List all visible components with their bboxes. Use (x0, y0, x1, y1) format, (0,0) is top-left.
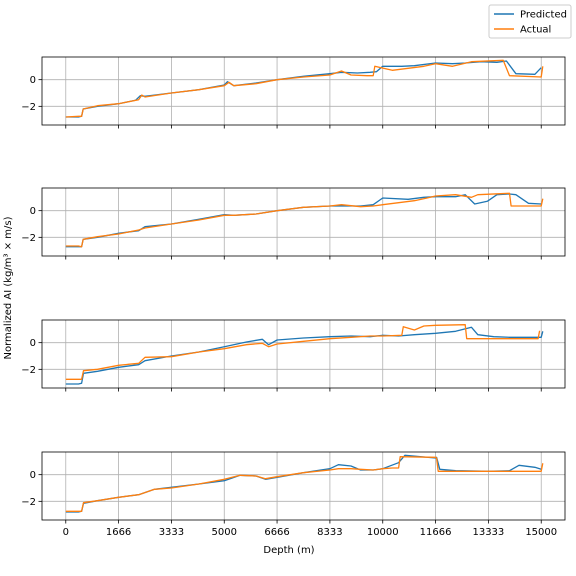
x-tick-label: 0 (63, 527, 69, 538)
y-tick-label: −2 (21, 365, 36, 376)
x-tick-label: 1666 (106, 527, 131, 538)
series-line-predicted (65, 326, 544, 385)
axes-frame (41, 319, 566, 389)
series-line-actual (65, 59, 544, 118)
series-line-actual (65, 456, 544, 512)
subplot-4: −2 0 0 1666 3333 5000 6666 8333 10000 11666 13333 1… (21, 451, 566, 538)
legend-label-predicted: Predicted (520, 10, 567, 21)
x-tick-label: 13333 (472, 527, 504, 538)
x-tick-label: 15000 (525, 527, 557, 538)
x-tick-label: 3333 (159, 527, 184, 538)
y-tick-label: −2 (21, 102, 36, 113)
y-tick-label: 0 (30, 206, 36, 217)
axes-frame (41, 187, 566, 257)
y-axis-label: Normalized AI (kg/m³ × m/s) (3, 216, 14, 359)
legend-label-actual: Actual (520, 25, 551, 36)
x-tick-label: 10000 (367, 527, 399, 538)
series-line-predicted (65, 60, 542, 118)
y-tick-label: 0 (30, 338, 36, 349)
subplot-3: −2 0 (21, 319, 566, 392)
y-tick-label: 0 (30, 470, 36, 481)
x-axis-label: Depth (m) (263, 545, 314, 556)
subplots: −2 0 −2 0 −2 0 −2 0 0 1666 3333 5000 6666 8333 10000 11… (21, 56, 566, 538)
x-tick-label: 8333 (317, 527, 342, 538)
x-tick-label: 5000 (212, 527, 237, 538)
subplot-2: −2 0 (21, 187, 566, 260)
y-tick-label: −2 (21, 497, 36, 508)
series-line-predicted (65, 193, 542, 248)
y-tick-label: −2 (21, 233, 36, 244)
axes-frame (41, 56, 566, 126)
x-tick-label: 11666 (420, 527, 452, 538)
series-line-actual (65, 324, 541, 380)
y-tick-label: 0 (30, 75, 36, 86)
x-tick-label: 6666 (264, 527, 289, 538)
series-line-predicted (65, 454, 542, 513)
subplot-1: −2 0 (21, 56, 566, 129)
legend: Predicted Actual (488, 4, 572, 39)
series-line-actual (65, 192, 544, 248)
axes-frame (41, 451, 566, 521)
